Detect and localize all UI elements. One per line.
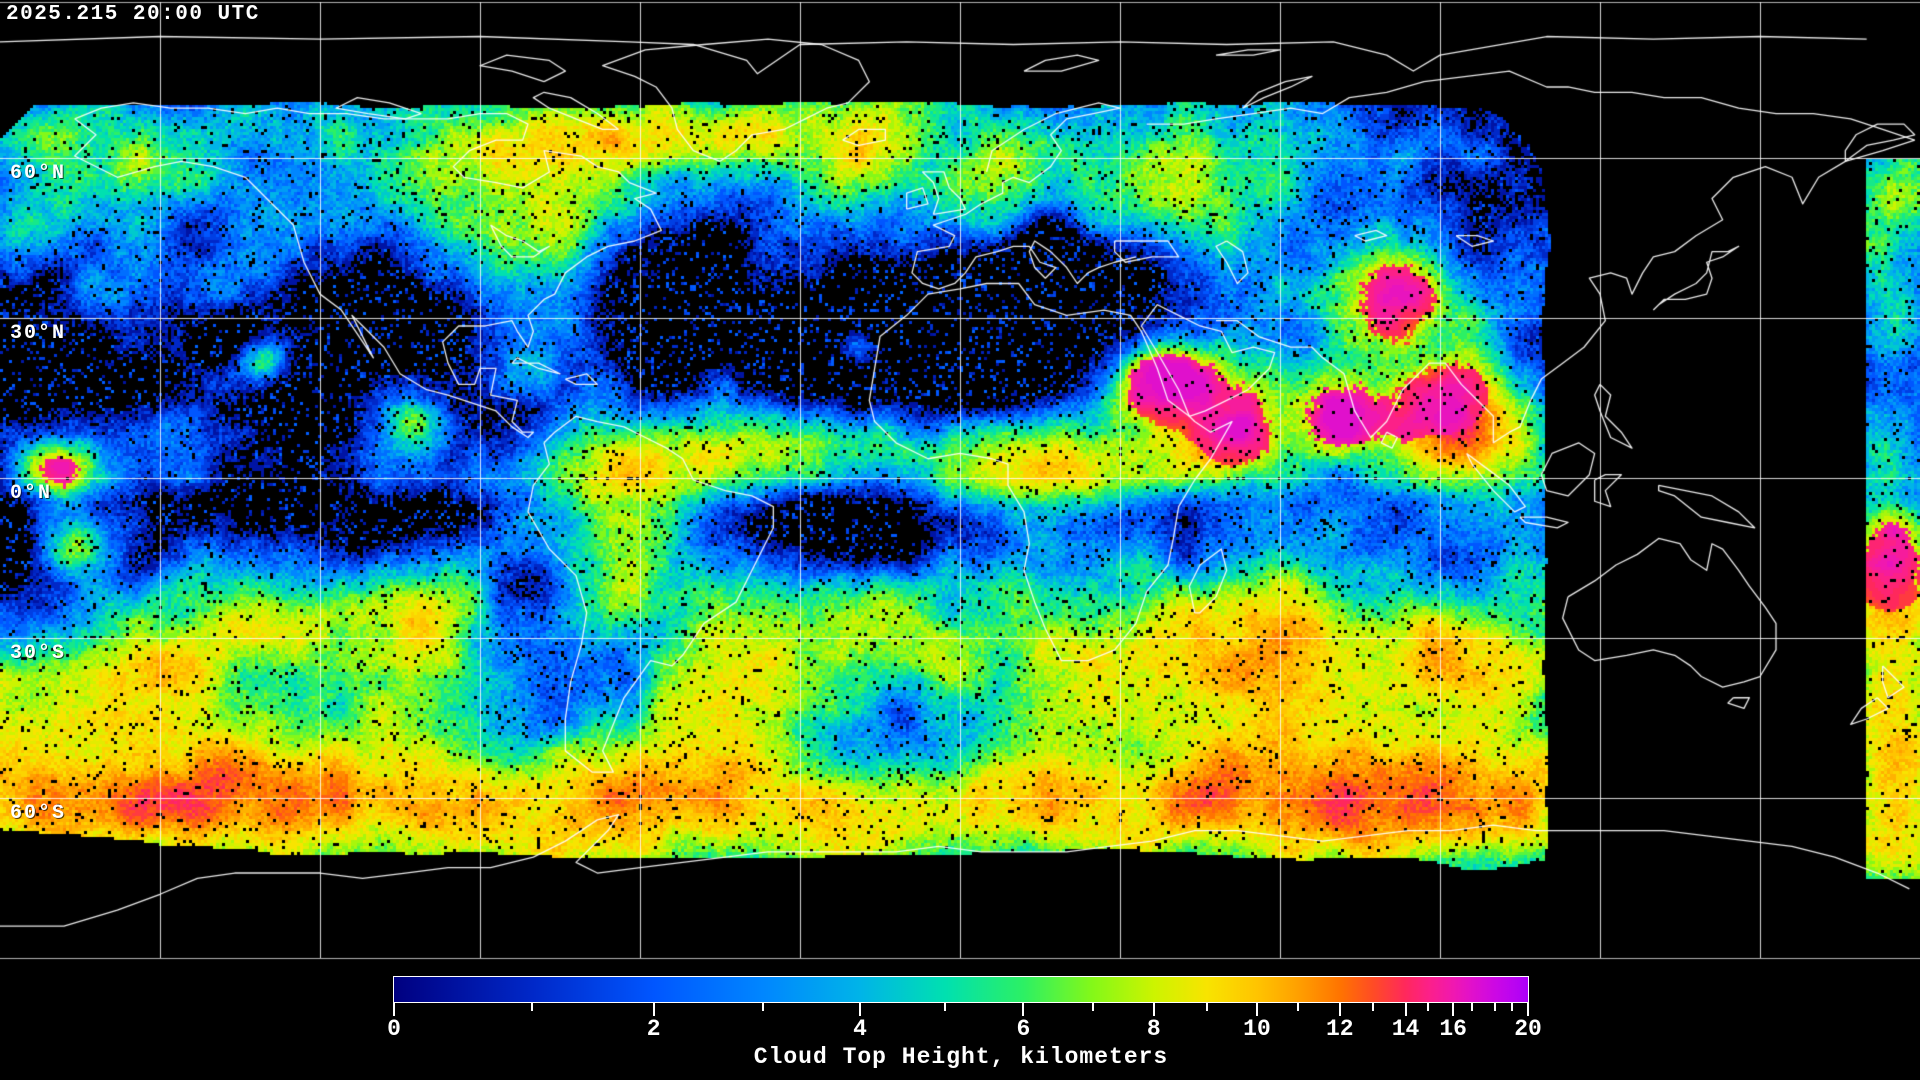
colorbar-tick — [1404, 1003, 1407, 1016]
colorbar-tick — [1371, 1003, 1374, 1011]
latitude-label: 30°N — [10, 322, 67, 345]
colorbar-title: Cloud Top Height, kilometers — [753, 1044, 1169, 1070]
latitude-label: 30°S — [10, 642, 67, 665]
colorbar-tick — [1296, 1003, 1299, 1011]
colorbar-tick — [1022, 1003, 1025, 1016]
colorbar-gradient — [393, 976, 1529, 1003]
colorbar-tick — [652, 1003, 655, 1016]
colorbar-tick — [1152, 1003, 1155, 1016]
colorbar-tick-label: 2 — [646, 1016, 661, 1042]
latitude-label: 60°S — [10, 802, 67, 825]
latitude-label: 60°N — [10, 162, 67, 185]
colorbar-tick — [761, 1003, 764, 1011]
colorbar-tick — [1452, 1003, 1455, 1016]
colorbar-tick — [944, 1003, 947, 1011]
colorbar-tick — [1338, 1003, 1341, 1016]
colorbar-tick — [1255, 1003, 1258, 1016]
colorbar-tick — [1494, 1003, 1497, 1011]
colorbar-tick — [1527, 1003, 1529, 1016]
colorbar-tick — [393, 1003, 395, 1016]
colorbar-legend: 0 2 4 6 8 10 12 14 16 20 — [387, 976, 1542, 1042]
colorbar-tick — [1206, 1003, 1209, 1011]
colorbar-tick — [1471, 1003, 1474, 1011]
timestamp: 2025.215 20:00 UTC — [6, 3, 260, 26]
colorbar-tick-label: 14 — [1391, 1016, 1420, 1042]
colorbar-tick-label: 20 — [1514, 1016, 1542, 1042]
colorbar-tick-label: 6 — [1016, 1016, 1031, 1042]
colorbar-tick-label: 0 — [387, 1016, 401, 1042]
colorbar-tick-label: 10 — [1243, 1016, 1271, 1042]
colorbar-tick-label: 12 — [1325, 1016, 1354, 1042]
colorbar-tick-label: 16 — [1439, 1016, 1467, 1042]
colorbar-tick — [531, 1003, 534, 1011]
colorbar-tick — [859, 1003, 862, 1016]
colorbar-tick-label: 8 — [1146, 1016, 1161, 1042]
colorbar-tick — [1427, 1003, 1430, 1011]
colorbar-tick — [1091, 1003, 1094, 1011]
colorbar-tick-label: 4 — [853, 1016, 867, 1042]
colorbar-tick — [1511, 1003, 1514, 1011]
latitude-label: 0°N — [10, 482, 53, 505]
